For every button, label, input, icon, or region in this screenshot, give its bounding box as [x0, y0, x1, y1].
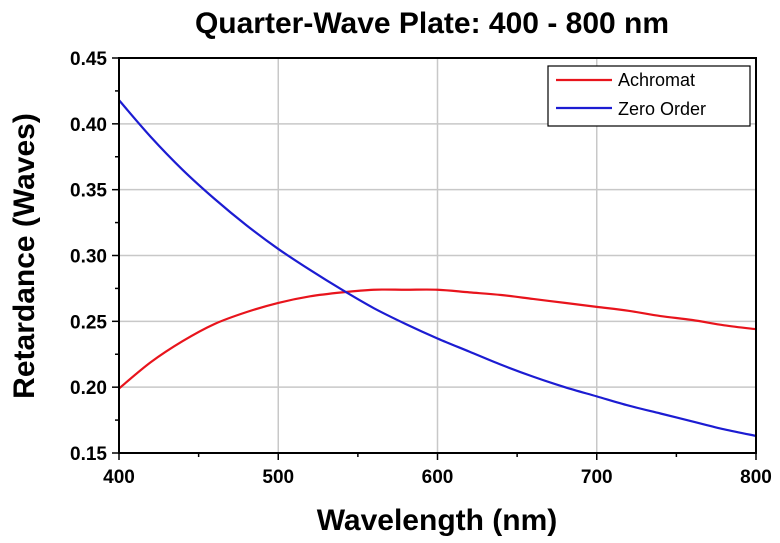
y-tick-label: 0.30: [70, 247, 107, 268]
x-tick-label: 700: [581, 467, 613, 488]
legend-box: [547, 65, 751, 127]
plot-series: [118, 99, 757, 437]
x-tick-label: 800: [740, 467, 772, 488]
y-tick-label: 0.40: [70, 115, 107, 136]
x-axis-label: Wavelength (nm): [317, 504, 558, 537]
legend: Achromat Zero Order: [547, 65, 751, 127]
y-axis-label: Retardance (Waves): [8, 113, 41, 399]
x-tick-label: 500: [262, 467, 294, 488]
x-tick-label: 600: [422, 467, 454, 488]
series-line-zero-order: [118, 99, 757, 437]
y-tick-label: 0.45: [70, 49, 107, 70]
legend-label-achromat: Achromat: [618, 70, 695, 90]
x-tick-label: 400: [103, 467, 135, 488]
series-line-achromat: [118, 288, 757, 390]
y-tick-label: 0.35: [70, 181, 107, 202]
y-tick-label: 0.20: [70, 378, 107, 399]
y-tick-label: 0.15: [70, 444, 107, 465]
legend-label-zero-order: Zero Order: [618, 99, 706, 119]
chart-title: Quarter-Wave Plate: 400 - 800 nm: [195, 7, 669, 40]
axis-ticks: 400 500 600 700 800 0.15 0.20 0.25 0.30 0.35 0.40 0…: [70, 49, 772, 488]
y-tick-label: 0.25: [70, 312, 107, 333]
